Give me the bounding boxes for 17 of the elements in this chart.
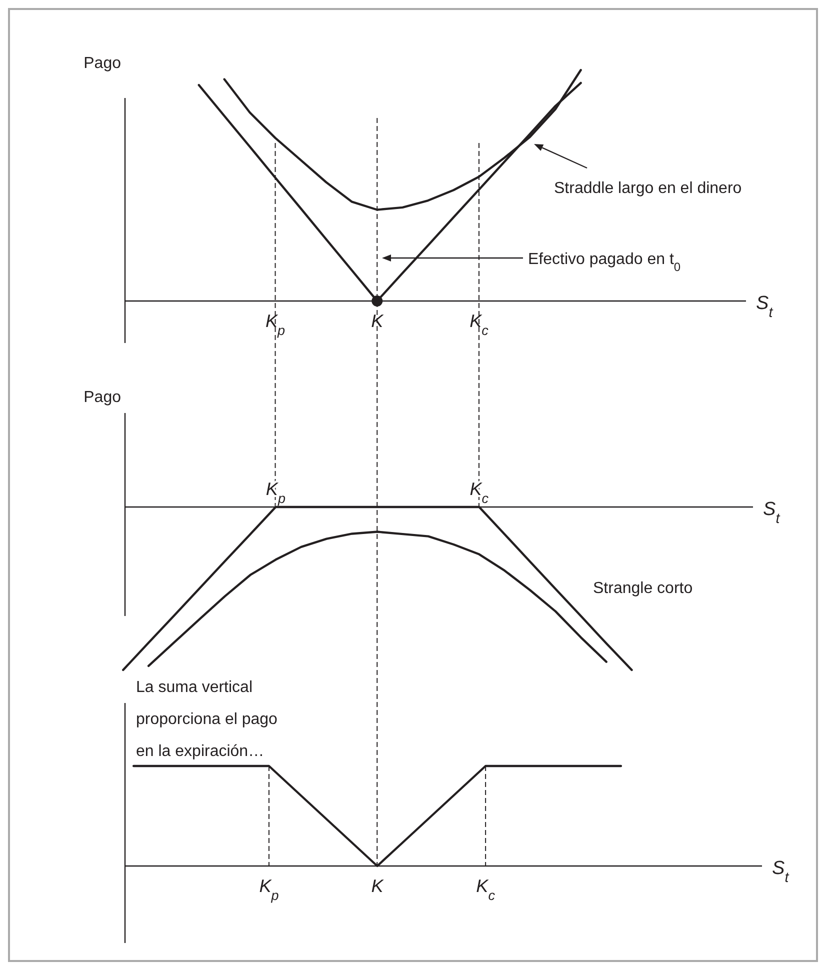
annotation: Efectivo pagado en t$_{0}$ <box>528 251 681 274</box>
annotation: Strangle corto <box>593 580 693 597</box>
annotation: Straddle largo en el dinero <box>554 180 742 197</box>
x-tick-label: K$_{c}$ <box>470 311 489 338</box>
text: La suma vertical proporciona el pago en la expiración… <box>136 679 278 760</box>
x-axis-title: S$_{t}$ <box>756 293 774 321</box>
x-tick-label: K$_{c}$ <box>476 876 496 902</box>
x-axis-title: S$_{t}$ <box>763 499 781 527</box>
x-axis-title: S$_{t}$ <box>772 858 790 886</box>
x-tick-label: K$_{c}$ <box>470 479 489 506</box>
x-tick-label: K <box>371 876 384 896</box>
y-axis-title: Pago <box>84 389 122 406</box>
y-axis-title: Pago <box>84 55 122 72</box>
x-tick-label: K$_{p}$ <box>259 876 280 902</box>
x-tick-label: K$_{p}$ <box>266 311 286 338</box>
x-tick-label: K$_{p}$ <box>266 479 286 506</box>
x-tick-label: K <box>371 311 384 331</box>
